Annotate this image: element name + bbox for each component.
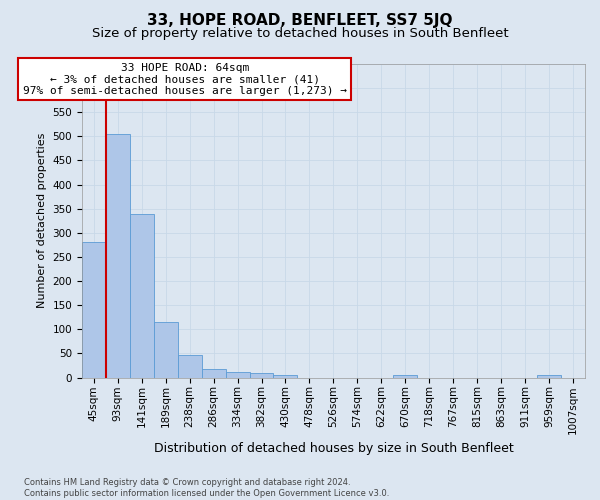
- Bar: [106, 134, 130, 378]
- Bar: [250, 373, 274, 378]
- Text: 33, HOPE ROAD, BENFLEET, SS7 5JQ: 33, HOPE ROAD, BENFLEET, SS7 5JQ: [147, 12, 453, 28]
- Y-axis label: Number of detached properties: Number of detached properties: [37, 133, 47, 308]
- Text: Contains HM Land Registry data © Crown copyright and database right 2024.
Contai: Contains HM Land Registry data © Crown c…: [24, 478, 389, 498]
- Bar: [82, 242, 106, 378]
- Bar: [202, 370, 226, 378]
- Bar: [130, 214, 154, 378]
- Text: Size of property relative to detached houses in South Benfleet: Size of property relative to detached ho…: [92, 28, 508, 40]
- Bar: [226, 372, 250, 378]
- Bar: [178, 356, 202, 378]
- Bar: [154, 322, 178, 378]
- Bar: [274, 375, 298, 378]
- Bar: [393, 375, 417, 378]
- X-axis label: Distribution of detached houses by size in South Benfleet: Distribution of detached houses by size …: [154, 442, 513, 455]
- Text: 33 HOPE ROAD: 64sqm
← 3% of detached houses are smaller (41)
97% of semi-detache: 33 HOPE ROAD: 64sqm ← 3% of detached hou…: [23, 63, 347, 96]
- Bar: [537, 375, 561, 378]
